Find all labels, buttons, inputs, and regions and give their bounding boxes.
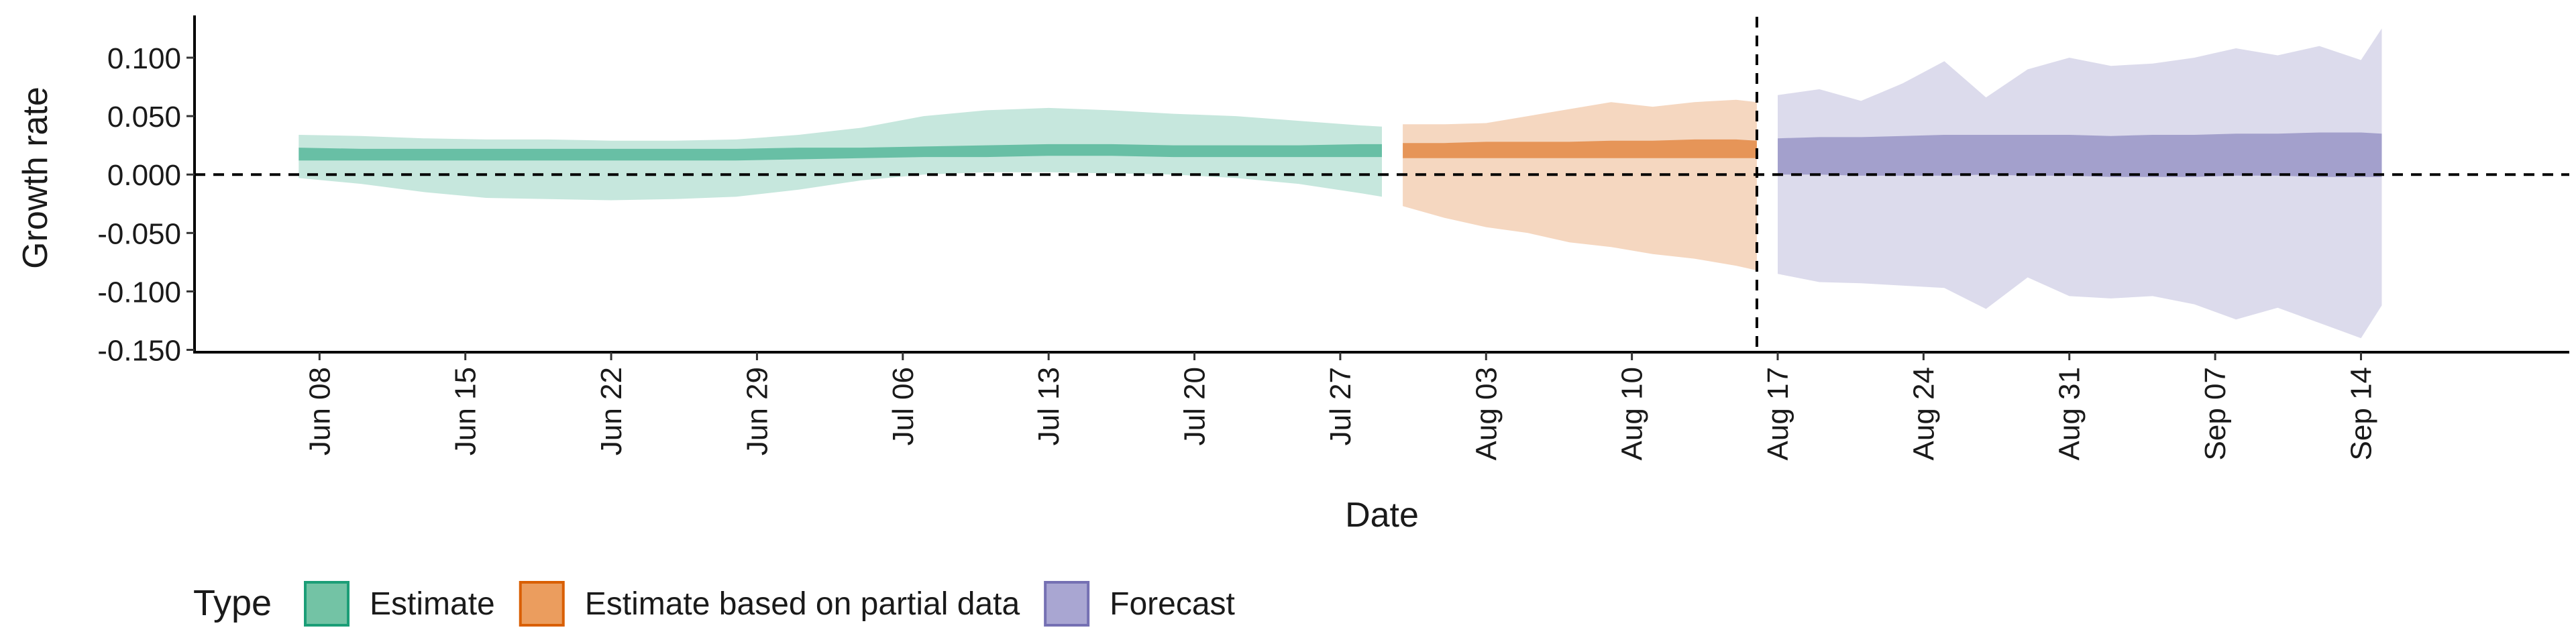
- x-axis-title: Date: [1345, 496, 1419, 535]
- legend-key-estimate: [304, 581, 350, 627]
- y-tick-label: 0.000: [107, 159, 181, 192]
- x-tick-label: Sep 14: [2345, 367, 2378, 460]
- x-tick-label: Jun 22: [595, 367, 628, 455]
- legend-title: Type: [193, 583, 272, 623]
- x-tick-label: Jun 15: [449, 367, 482, 455]
- legend-key-forecast: [1044, 581, 1090, 627]
- y-tick-label: -0.050: [97, 217, 181, 250]
- y-tick-label: -0.150: [97, 335, 181, 368]
- x-tick-label: Jul 13: [1032, 367, 1065, 445]
- y-tick-label: 0.050: [107, 101, 181, 133]
- legend-label-estimate-based-on-partial-data: Estimate based on partial data: [585, 586, 1020, 622]
- y-tick-label: -0.100: [97, 276, 181, 309]
- y-tick-label: 0.100: [107, 42, 181, 75]
- axes: 0.100 0.050 0.000 -0.050 -0.100 -0.150 Jun 08 J…: [97, 15, 2569, 460]
- estimate-based-on-partial-data-inner-band: [1403, 139, 1757, 158]
- x-tick-label: Aug 03: [1470, 367, 1503, 460]
- estimate-inner-band: [299, 144, 1382, 161]
- forecast-inner-band: [1778, 132, 2382, 177]
- x-tick-label: Aug 24: [1907, 367, 1940, 460]
- y-axis-title: Growth rate: [16, 87, 55, 269]
- x-tick-label: Jul 06: [887, 367, 920, 445]
- x-tick-label: Aug 17: [1762, 367, 1794, 460]
- x-tick-label: Aug 10: [1616, 367, 1649, 460]
- x-tick-label: Jul 20: [1179, 367, 1212, 445]
- x-tick-label: Jun 08: [303, 367, 336, 455]
- legend-label-forecast: Forecast: [1110, 586, 1235, 622]
- reference-lines: [195, 17, 2569, 352]
- x-tick-label: Jul 27: [1324, 367, 1357, 445]
- x-tick-label: Sep 07: [2199, 367, 2232, 460]
- bands-layer: [299, 28, 2382, 339]
- legend: Type Estimate Estimate based on partial d…: [193, 581, 1235, 627]
- legend-key-estimate-based-on-partial-data: [519, 581, 565, 627]
- legend-label-estimate: Estimate: [370, 586, 495, 622]
- x-tick-label: Jun 29: [741, 367, 773, 455]
- forecast-outer-band: [1778, 28, 2382, 339]
- x-tick-label: Aug 31: [2053, 367, 2086, 460]
- estimate-based-on-partial-data-outer-band: [1403, 99, 1757, 270]
